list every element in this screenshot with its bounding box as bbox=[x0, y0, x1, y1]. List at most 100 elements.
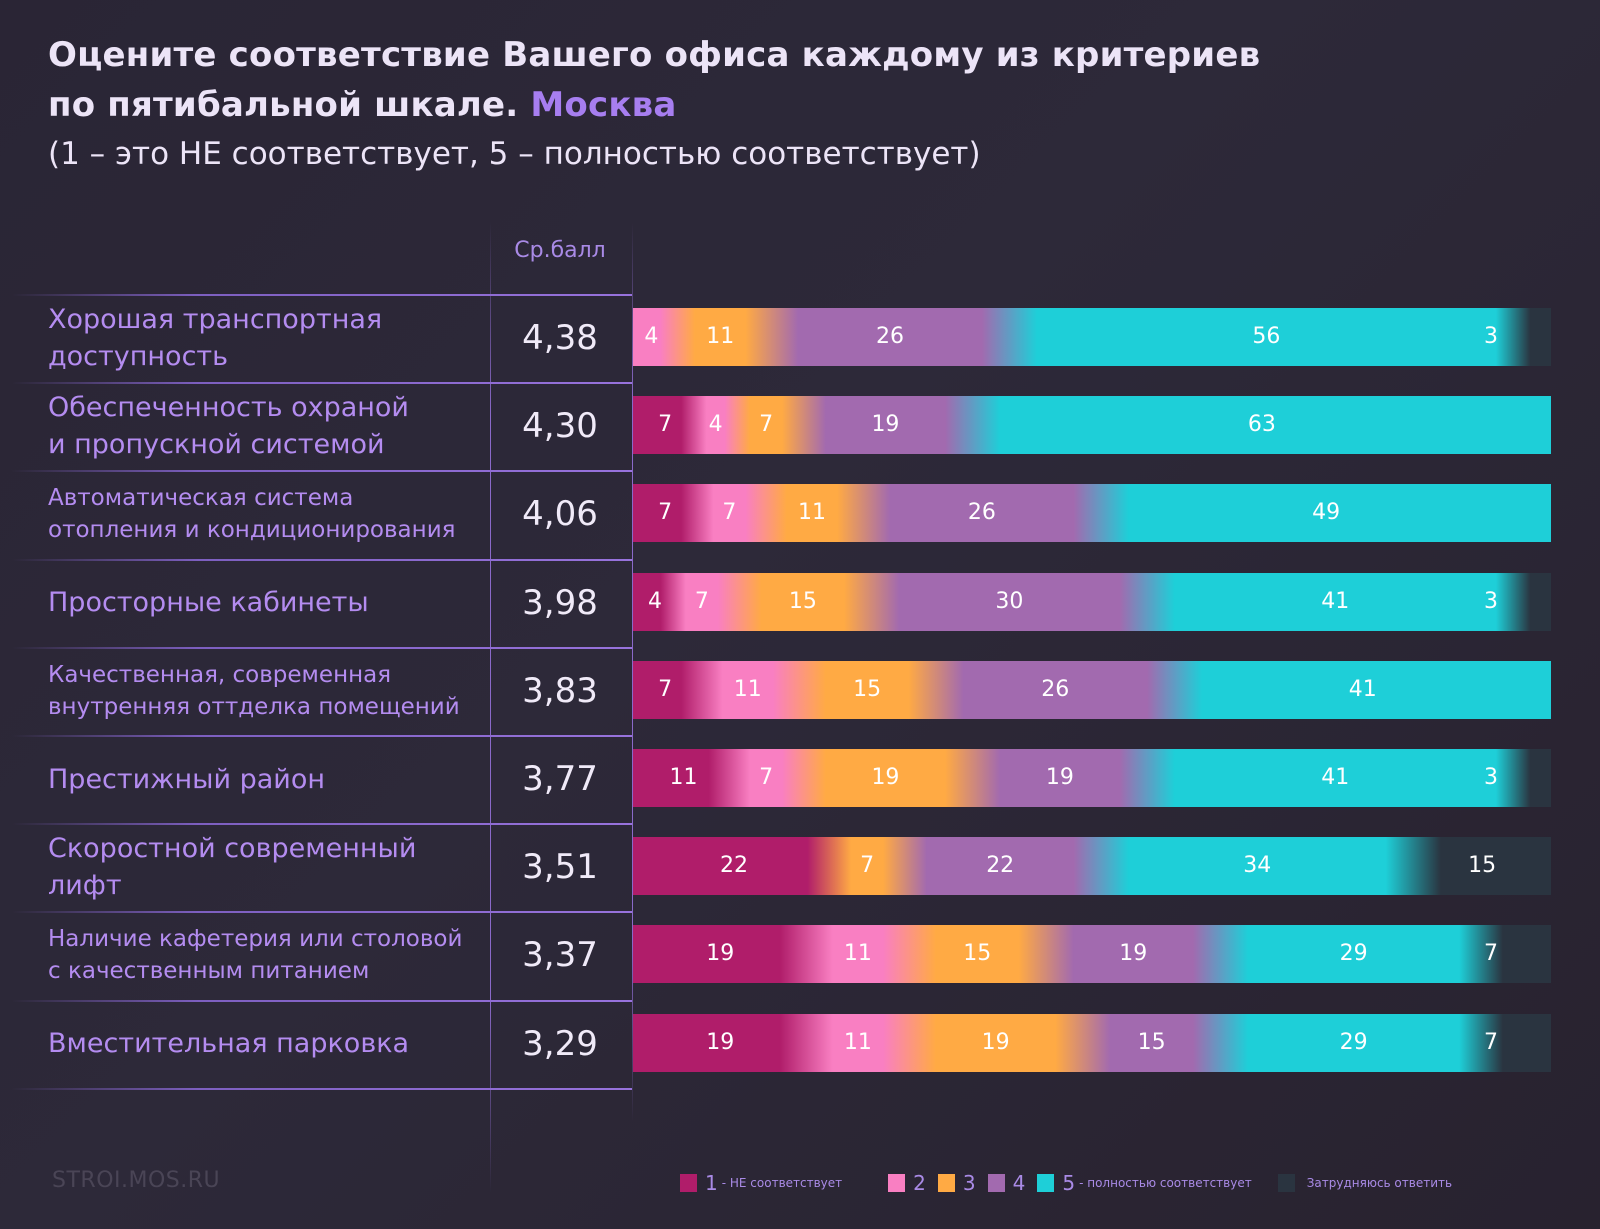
legend-label: 1 bbox=[705, 1171, 718, 1195]
bar-value-label: 19 bbox=[1045, 765, 1074, 790]
bar-value-label: 63 bbox=[1247, 412, 1276, 438]
bar-value-label: 34 bbox=[1243, 853, 1272, 879]
row-divider bbox=[12, 646, 632, 649]
legend-item-na: Затрудняюсь ответить bbox=[1277, 1174, 1453, 1192]
criterion-label: Престижный район bbox=[48, 735, 488, 823]
criterion-label-line: Престижный район bbox=[48, 763, 326, 795]
criterion-label-line: Вместительная парковка bbox=[48, 1028, 410, 1060]
bar-value-label: 19 bbox=[871, 765, 900, 790]
criterion-label-line: с качественным питанием bbox=[48, 958, 370, 985]
bar-value-label: 11 bbox=[843, 941, 872, 967]
city-highlight: Москва bbox=[530, 85, 677, 125]
criterion-label: Хорошая транспортная доступность bbox=[48, 294, 488, 382]
avg-score: 3,29 bbox=[522, 1023, 598, 1064]
row-divider bbox=[12, 1087, 632, 1090]
bar-value-label: 7 bbox=[759, 412, 774, 438]
criterion-label-text: Вместительная парковка bbox=[48, 1025, 409, 1062]
row-divider bbox=[12, 823, 632, 826]
legend: 1- НЕ соответствует 2 3 4 5- полностью соотв… bbox=[680, 1170, 1464, 1196]
criterion-label-text: Просторные кабинеты bbox=[48, 584, 369, 621]
criterion-label-text: Качественная, современная внутренняя оттд… bbox=[48, 659, 460, 723]
criterion-label-text: Обеспеченность охраной и пропускной систе… bbox=[48, 389, 409, 463]
avg-score: 3,37 bbox=[522, 935, 598, 976]
criterion-label-line: доступность bbox=[48, 341, 229, 373]
title-line-2: по пятибальной шкале. Москва bbox=[48, 85, 677, 125]
legend-label: 5 bbox=[1062, 1171, 1076, 1195]
avg-score: 3,98 bbox=[522, 582, 598, 623]
bar-value-label: 19 bbox=[871, 412, 900, 438]
bar-value-label: 26 bbox=[876, 324, 905, 349]
criterion-label-text: Престижный район bbox=[48, 761, 325, 798]
bar-value-label: 41 bbox=[1348, 676, 1377, 702]
avg-score: 4,38 bbox=[522, 318, 598, 359]
bar-segment-na bbox=[1523, 573, 1551, 631]
criterion-label-line: Хорошая транспортная bbox=[48, 304, 383, 336]
criterion-label-line: Наличие кафетерия или столовой bbox=[48, 926, 463, 953]
legend-swatch bbox=[1037, 1174, 1055, 1192]
bar-value-label: 11 bbox=[843, 1029, 872, 1055]
avg-score: 3,83 bbox=[522, 670, 598, 711]
bar-value-label: 41 bbox=[1321, 588, 1350, 614]
bar-value-label: 19 bbox=[981, 1029, 1010, 1055]
bar-value-label: 41 bbox=[1321, 765, 1350, 790]
chart-title: Оцените соответствие Вашего офиса каждом… bbox=[48, 30, 1260, 130]
bar-value-label: 7 bbox=[1484, 1029, 1498, 1055]
bar-value-label: 7 bbox=[860, 853, 875, 879]
avg-column-right-divider bbox=[632, 222, 633, 1122]
stacked-bar: 7 7 11 26 49 bbox=[633, 484, 1551, 543]
stacked-bar: 19 11 15 19 29 7 bbox=[633, 925, 1551, 984]
legend-item-1: 1- НЕ соответствует bbox=[680, 1171, 842, 1195]
criterion-label-text: Наличие кафетерия или столовой с качестве… bbox=[48, 923, 462, 987]
bar-value-label: 11 bbox=[798, 500, 826, 526]
bar-value-label: 11 bbox=[706, 324, 735, 349]
avg-score: 3,77 bbox=[522, 759, 598, 800]
bar-value-label: 11 bbox=[669, 765, 698, 790]
row-divider bbox=[12, 911, 632, 914]
row-divider bbox=[12, 558, 632, 561]
criterion-label-line: и пропускной системой bbox=[48, 429, 385, 461]
bar-value-label: 15 bbox=[1468, 853, 1497, 879]
bar-value-label: 22 bbox=[719, 853, 748, 879]
criterion-label-text: Автоматическая система отопления и кондиц… bbox=[48, 482, 455, 546]
legend-label: 4 bbox=[1012, 1171, 1026, 1195]
avg-column-left-divider bbox=[490, 222, 491, 1192]
legend-note: Затрудняюсь ответить bbox=[1306, 1176, 1453, 1190]
stacked-bar: 4 7 15 30 41 3 bbox=[633, 572, 1551, 631]
avg-score-header: Ср.балл bbox=[514, 238, 606, 263]
bar-value-label: 19 bbox=[706, 1029, 735, 1055]
bar-value-label: 15 bbox=[788, 588, 817, 614]
bar-value-label: 7 bbox=[1484, 941, 1498, 967]
legend-swatch bbox=[888, 1174, 906, 1192]
bar-segment-na bbox=[1523, 749, 1551, 807]
bar-value-label: 19 bbox=[706, 941, 735, 967]
row-divider bbox=[12, 999, 632, 1002]
bar-value-label: 19 bbox=[1119, 941, 1148, 967]
row-divider bbox=[12, 735, 632, 737]
bar-value-label: 4 bbox=[708, 412, 723, 438]
bar-value-label: 3 bbox=[1484, 324, 1498, 349]
criterion-label-line: внутренняя оттделка помещений bbox=[48, 693, 460, 720]
bar-value-label: 7 bbox=[658, 500, 673, 526]
bar-value-label: 4 bbox=[644, 324, 659, 349]
bar-value-label: 15 bbox=[1137, 1029, 1166, 1055]
legend-label: 2 bbox=[913, 1171, 926, 1195]
bar-value-label: 3 bbox=[1484, 588, 1498, 614]
legend-note: - НЕ соответствует bbox=[721, 1176, 843, 1190]
criterion-label-line: Скоростной современный bbox=[48, 833, 417, 865]
criterion-label: Вместительная парковка bbox=[48, 1000, 488, 1088]
bar-value-label: 49 bbox=[1312, 500, 1341, 526]
title-line-1: Оцените соответствие Вашего офиса каждом… bbox=[48, 35, 1261, 75]
stacked-bar: 7 11 15 26 41 bbox=[633, 660, 1551, 719]
legend-note: - полностью соответствует bbox=[1079, 1176, 1252, 1190]
criterion-label-text: Хорошая транспортная доступность bbox=[48, 301, 382, 375]
bar-value-label: 15 bbox=[963, 941, 992, 967]
criterion-label-line: лифт bbox=[48, 870, 122, 902]
bar-value-label: 7 bbox=[658, 412, 673, 438]
bar-value-label: 29 bbox=[1339, 1029, 1368, 1055]
chart-subtitle: (1 – это НЕ соответствует, 5 – полностью… bbox=[48, 136, 981, 172]
bar-value-label: 56 bbox=[1252, 324, 1281, 349]
criterion-label-line: Автоматическая система bbox=[48, 485, 354, 512]
bar-value-label: 4 bbox=[648, 588, 662, 614]
criterion-label-line: Обеспеченность охраной bbox=[48, 392, 409, 424]
criterion-label: Автоматическая система отопления и кондиц… bbox=[48, 470, 488, 558]
